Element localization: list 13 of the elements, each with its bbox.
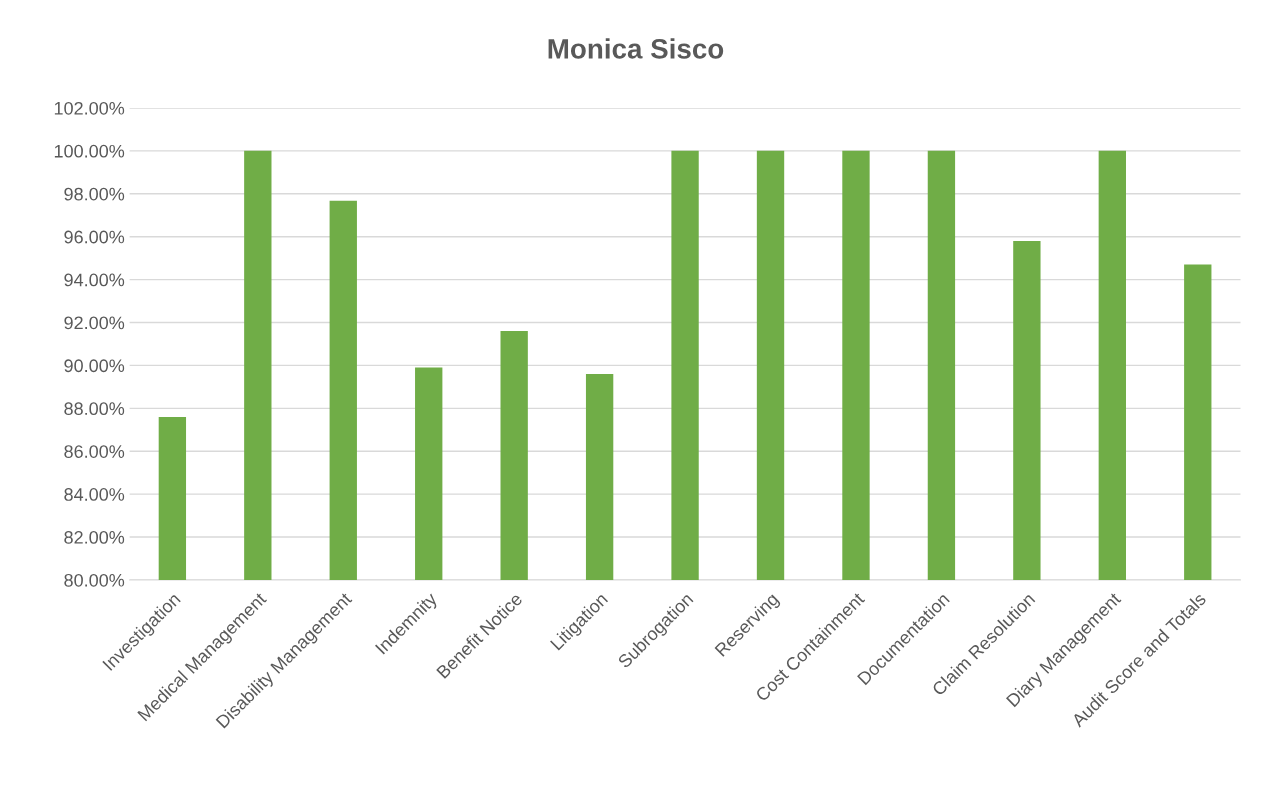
chart-title: Monica Sisco (548, 38, 724, 59)
y-tick-label: 98.00% (64, 187, 125, 201)
y-tick-label: 100.00% (54, 144, 125, 158)
y-tick-label: 102.00% (54, 101, 125, 115)
y-tick-label: 80.00% (64, 573, 125, 587)
y-tick-label: 92.00% (64, 316, 125, 330)
y-tick-label: 96.00% (64, 230, 125, 244)
y-tick-label: 84.00% (64, 488, 125, 501)
y-tick-label: 82.00% (64, 530, 125, 544)
y-tick-label: 86.00% (64, 445, 125, 458)
y-tick-label: 94.00% (64, 273, 125, 287)
y-tick-label: 90.00% (64, 359, 125, 373)
y-tick-label: 88.00% (64, 402, 125, 416)
